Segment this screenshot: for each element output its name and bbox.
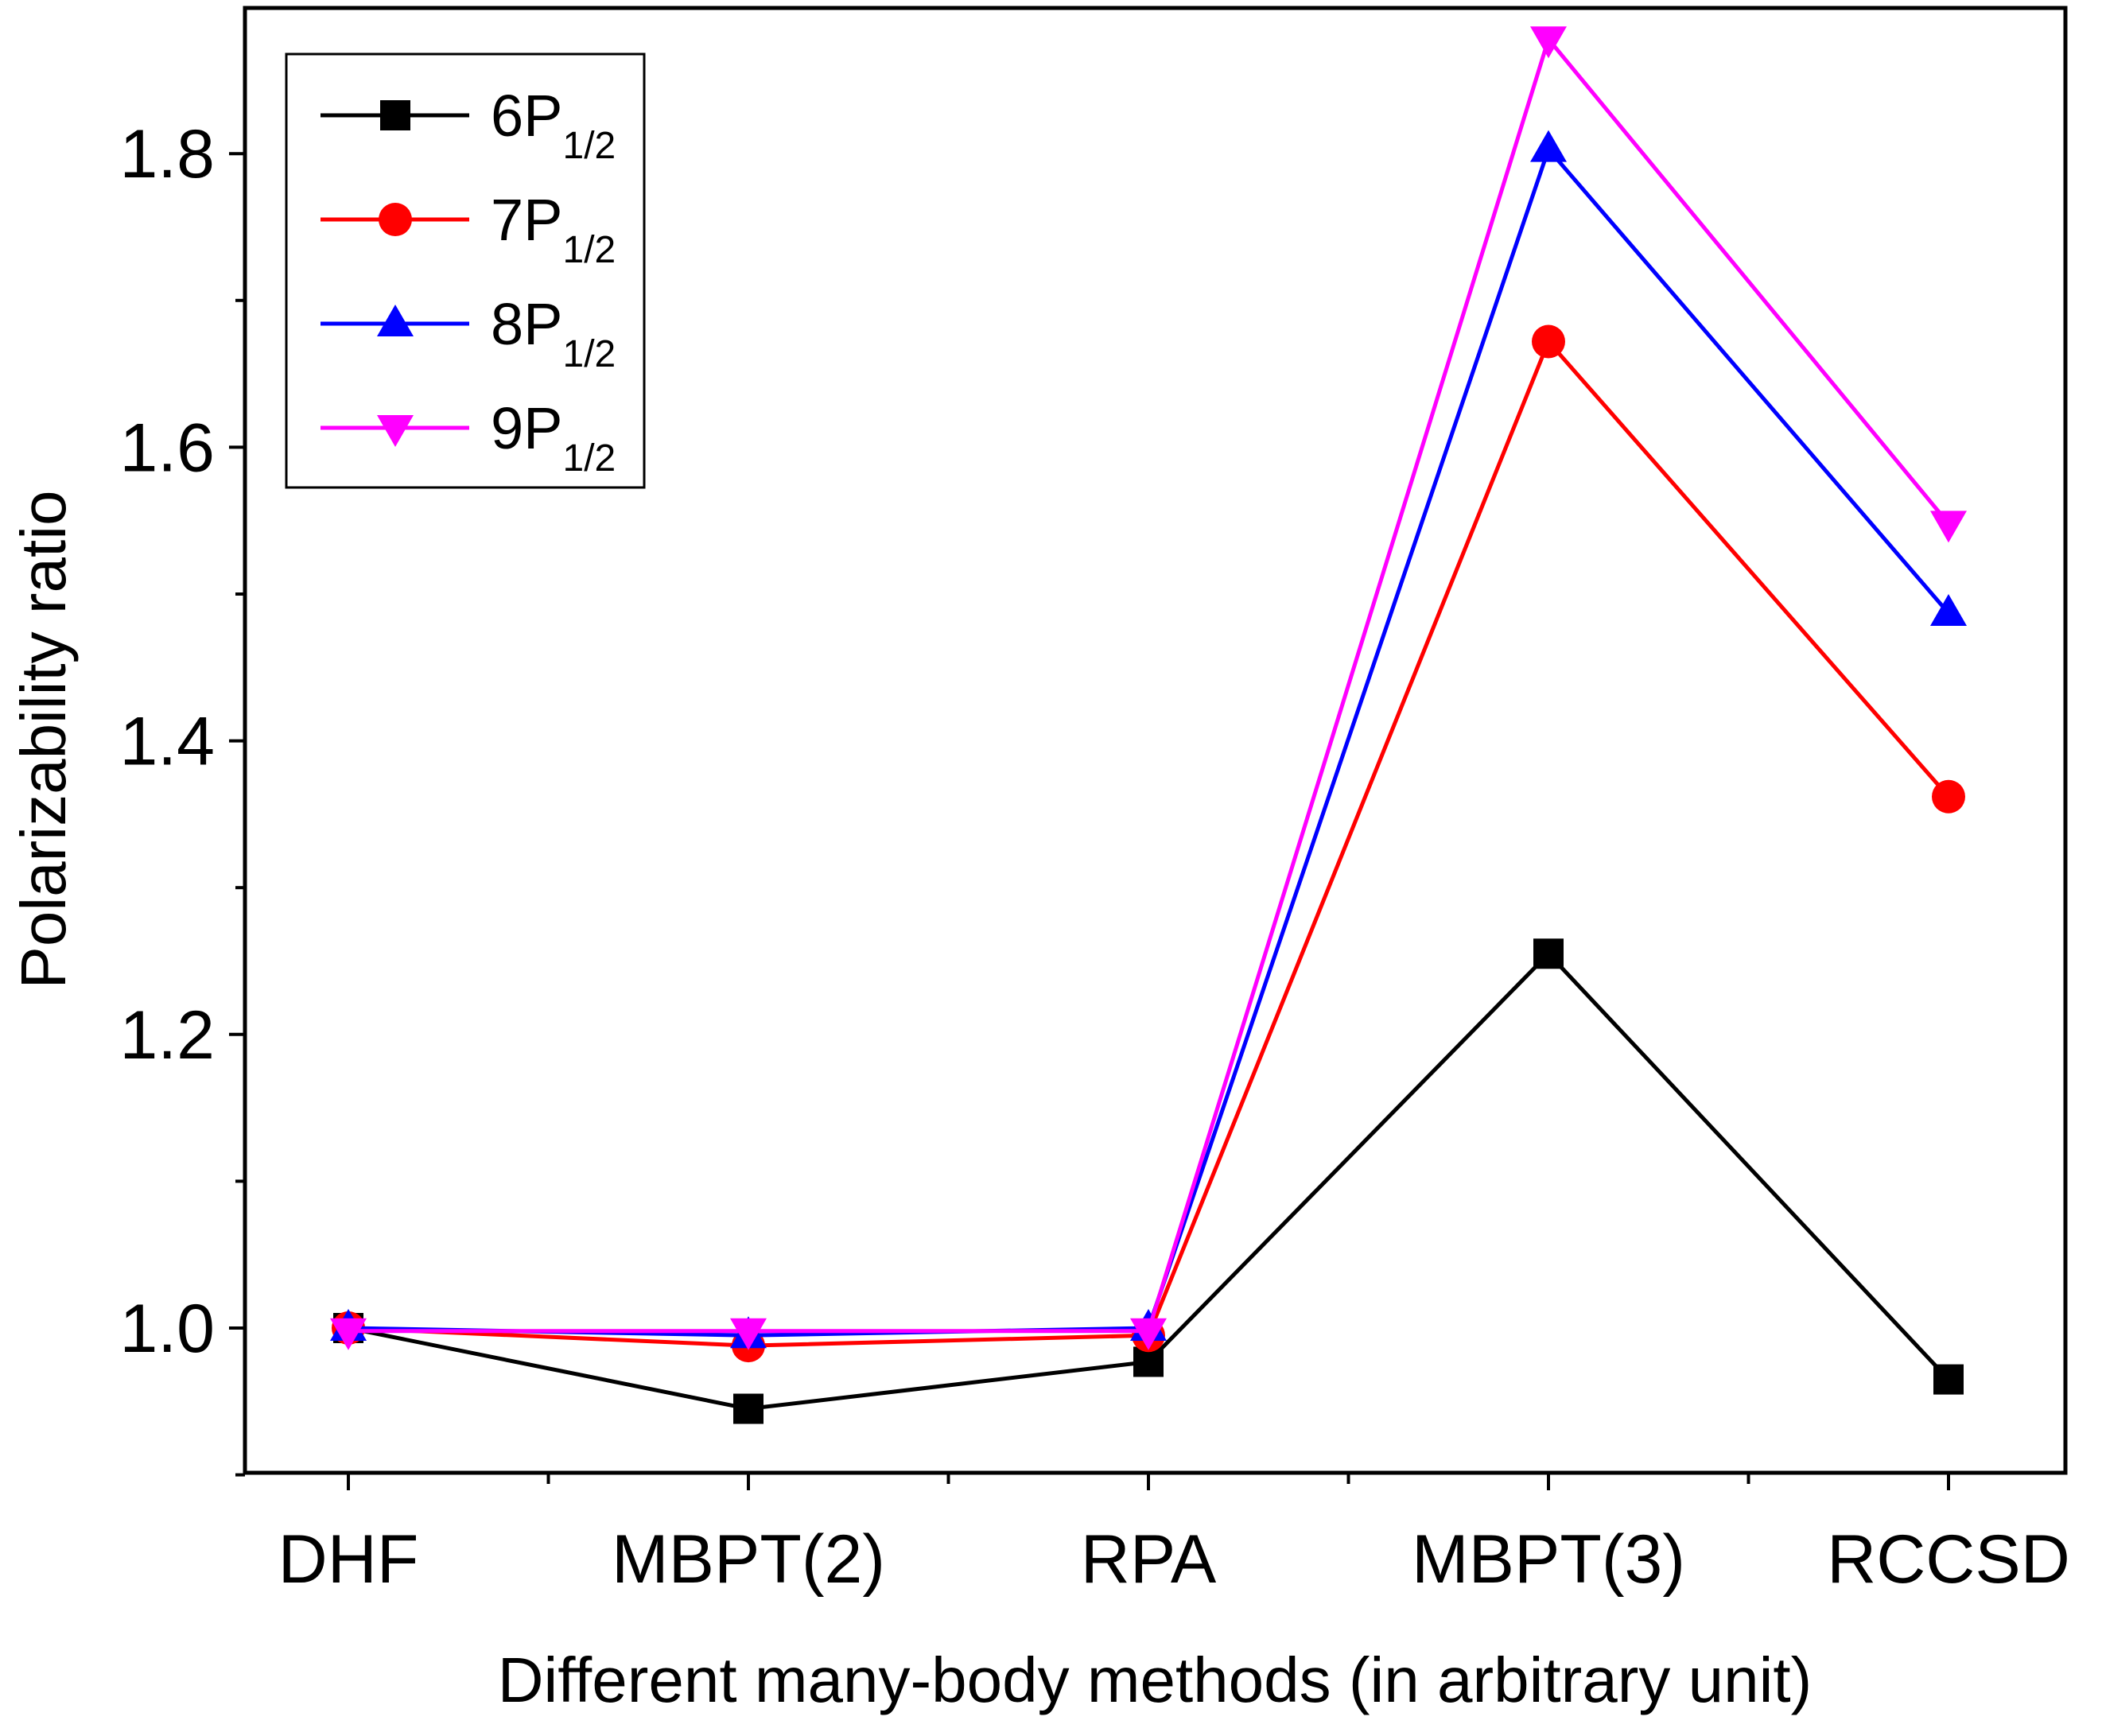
y-tick-label: 1.4 [119, 704, 215, 780]
legend-name: 8P [491, 291, 563, 357]
data-point [1930, 593, 1967, 626]
legend-subscript: 1/2 [563, 229, 616, 271]
x-axis-title: Different many-body methods (in arbitrar… [498, 1645, 1813, 1715]
y-axis-title: Polarizability ratio [8, 491, 79, 989]
data-point [1532, 324, 1565, 359]
data-point [1932, 779, 1965, 814]
legend-subscript: 1/2 [563, 437, 616, 480]
data-point [1930, 511, 1967, 543]
legend-item: 7P1/2 [321, 187, 616, 271]
legend-subscript: 1/2 [563, 333, 616, 375]
series-6P-group [333, 938, 1964, 1424]
series-9P-group [330, 26, 1967, 1350]
x-tick-label: MBPT(2) [612, 1521, 885, 1598]
legend-label: 7P1/2 [491, 187, 616, 271]
y-tick-label: 1.8 [119, 116, 215, 192]
legend-marker [377, 415, 414, 447]
data-point [730, 1318, 767, 1350]
y-tick-label: 1.6 [119, 410, 215, 486]
legend-label: 6P1/2 [491, 83, 616, 167]
legend-name: 6P [491, 83, 563, 149]
legend-label: 9P1/2 [491, 395, 616, 480]
legend-subscript: 1/2 [563, 125, 616, 167]
legend-marker [377, 305, 414, 336]
y-tick-label: 1.0 [119, 1291, 215, 1367]
legend-label: 8P1/2 [491, 291, 616, 375]
x-tick-label: RPA [1081, 1521, 1217, 1598]
legend-marker [379, 203, 412, 236]
data-point [1533, 938, 1564, 969]
legend-item: 9P1/2 [321, 395, 616, 480]
legend-item: 6P1/2 [321, 83, 616, 167]
y-tick-label: 1.2 [119, 997, 215, 1074]
data-point [1530, 130, 1567, 162]
legend-name: 9P [491, 395, 563, 461]
data-point [1130, 1318, 1167, 1350]
data-point [1933, 1364, 1964, 1395]
series-layer [330, 26, 1967, 1424]
axis-ticks: 1.0 1.2 1.4 1.6 1.8 DHF MBPT(2) RPA MBPT(3) RCCSD [119, 116, 2069, 1598]
data-point [1530, 26, 1567, 59]
x-tick-label: DHF [278, 1521, 419, 1598]
legend-box [285, 52, 646, 489]
legend-item: 8P1/2 [321, 291, 616, 375]
x-tick-label: MBPT(3) [1412, 1521, 1685, 1598]
data-point [330, 1318, 367, 1350]
legend-name: 7P [491, 187, 563, 253]
series-line [348, 337, 1950, 1348]
data-point [733, 1393, 763, 1424]
x-tick-label: RCCSD [1827, 1521, 2070, 1598]
legend-marker [380, 100, 410, 130]
